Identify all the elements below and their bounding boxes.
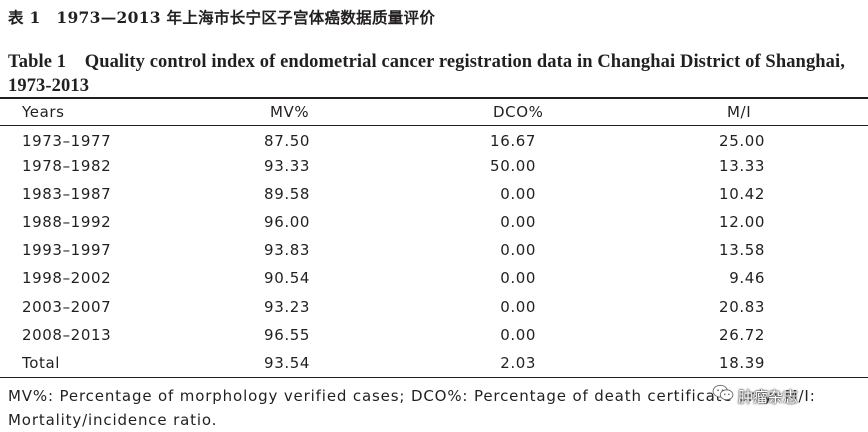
cell-dco: 0.00: [500, 241, 536, 259]
cell-dco: 0.00: [500, 213, 536, 231]
cell-dco: 0.00: [500, 269, 536, 287]
cell-mi: 9.46: [729, 269, 765, 287]
header-mi: M/I: [727, 103, 752, 121]
cell-years: Total: [22, 354, 61, 372]
cell-mv: 93.83: [264, 241, 310, 259]
cell-dco: 16.67: [490, 132, 536, 150]
cell-dco: 2.03: [500, 354, 536, 372]
cell-mv: 96.00: [264, 213, 310, 231]
cell-mv: 93.54: [264, 354, 310, 372]
cell-mv: 90.54: [264, 269, 310, 287]
cell-mi: 20.83: [719, 298, 765, 316]
cell-dco: 0.00: [500, 326, 536, 344]
cell-years: 1973–1977: [22, 132, 112, 150]
cell-mi: 25.00: [719, 132, 765, 150]
cell-years: 1983–1987: [22, 185, 112, 203]
table-title-chinese: 表 1 1973—2013 年上海市长宁区子宫体癌数据质量评价: [8, 8, 436, 27]
wechat-icon: [712, 384, 734, 409]
watermark-text: 肿瘤杂志: [738, 387, 799, 406]
table-top-rule: [0, 97, 868, 99]
cell-dco: 50.00: [490, 157, 536, 175]
cell-mv: 93.23: [264, 298, 310, 316]
cell-years: 1978–1982: [22, 157, 112, 175]
cell-years: 1998–2002: [22, 269, 112, 287]
cell-mi: 13.33: [719, 157, 765, 175]
cell-years: 2008–2013: [22, 326, 112, 344]
header-years: Years: [22, 103, 65, 121]
cell-mi: 12.00: [719, 213, 765, 231]
header-dco: DCO%: [493, 103, 544, 121]
table-header-rule: [0, 125, 868, 126]
table-bottom-rule: [0, 377, 868, 378]
cell-mv: 96.55: [264, 326, 310, 344]
header-mv: MV%: [270, 103, 310, 121]
cell-dco: 0.00: [500, 185, 536, 203]
cell-years: 2003–2007: [22, 298, 112, 316]
table-footnote: MV%: Percentage of morphology verified c…: [8, 387, 816, 429]
watermark: 肿瘤杂志: [712, 384, 798, 409]
cell-years: 1993–1997: [22, 241, 112, 259]
cell-mv: 87.50: [264, 132, 310, 150]
cell-mi: 10.42: [719, 185, 765, 203]
table-title-english: Table 1 Quality control index of endomet…: [8, 52, 845, 96]
cell-mv: 93.33: [264, 157, 310, 175]
cell-dco: 0.00: [500, 298, 536, 316]
cell-years: 1988–1992: [22, 213, 112, 231]
cell-mi: 18.39: [719, 354, 765, 372]
cell-mi: 26.72: [719, 326, 765, 344]
cell-mv: 89.58: [264, 185, 310, 203]
cell-mi: 13.58: [719, 241, 765, 259]
